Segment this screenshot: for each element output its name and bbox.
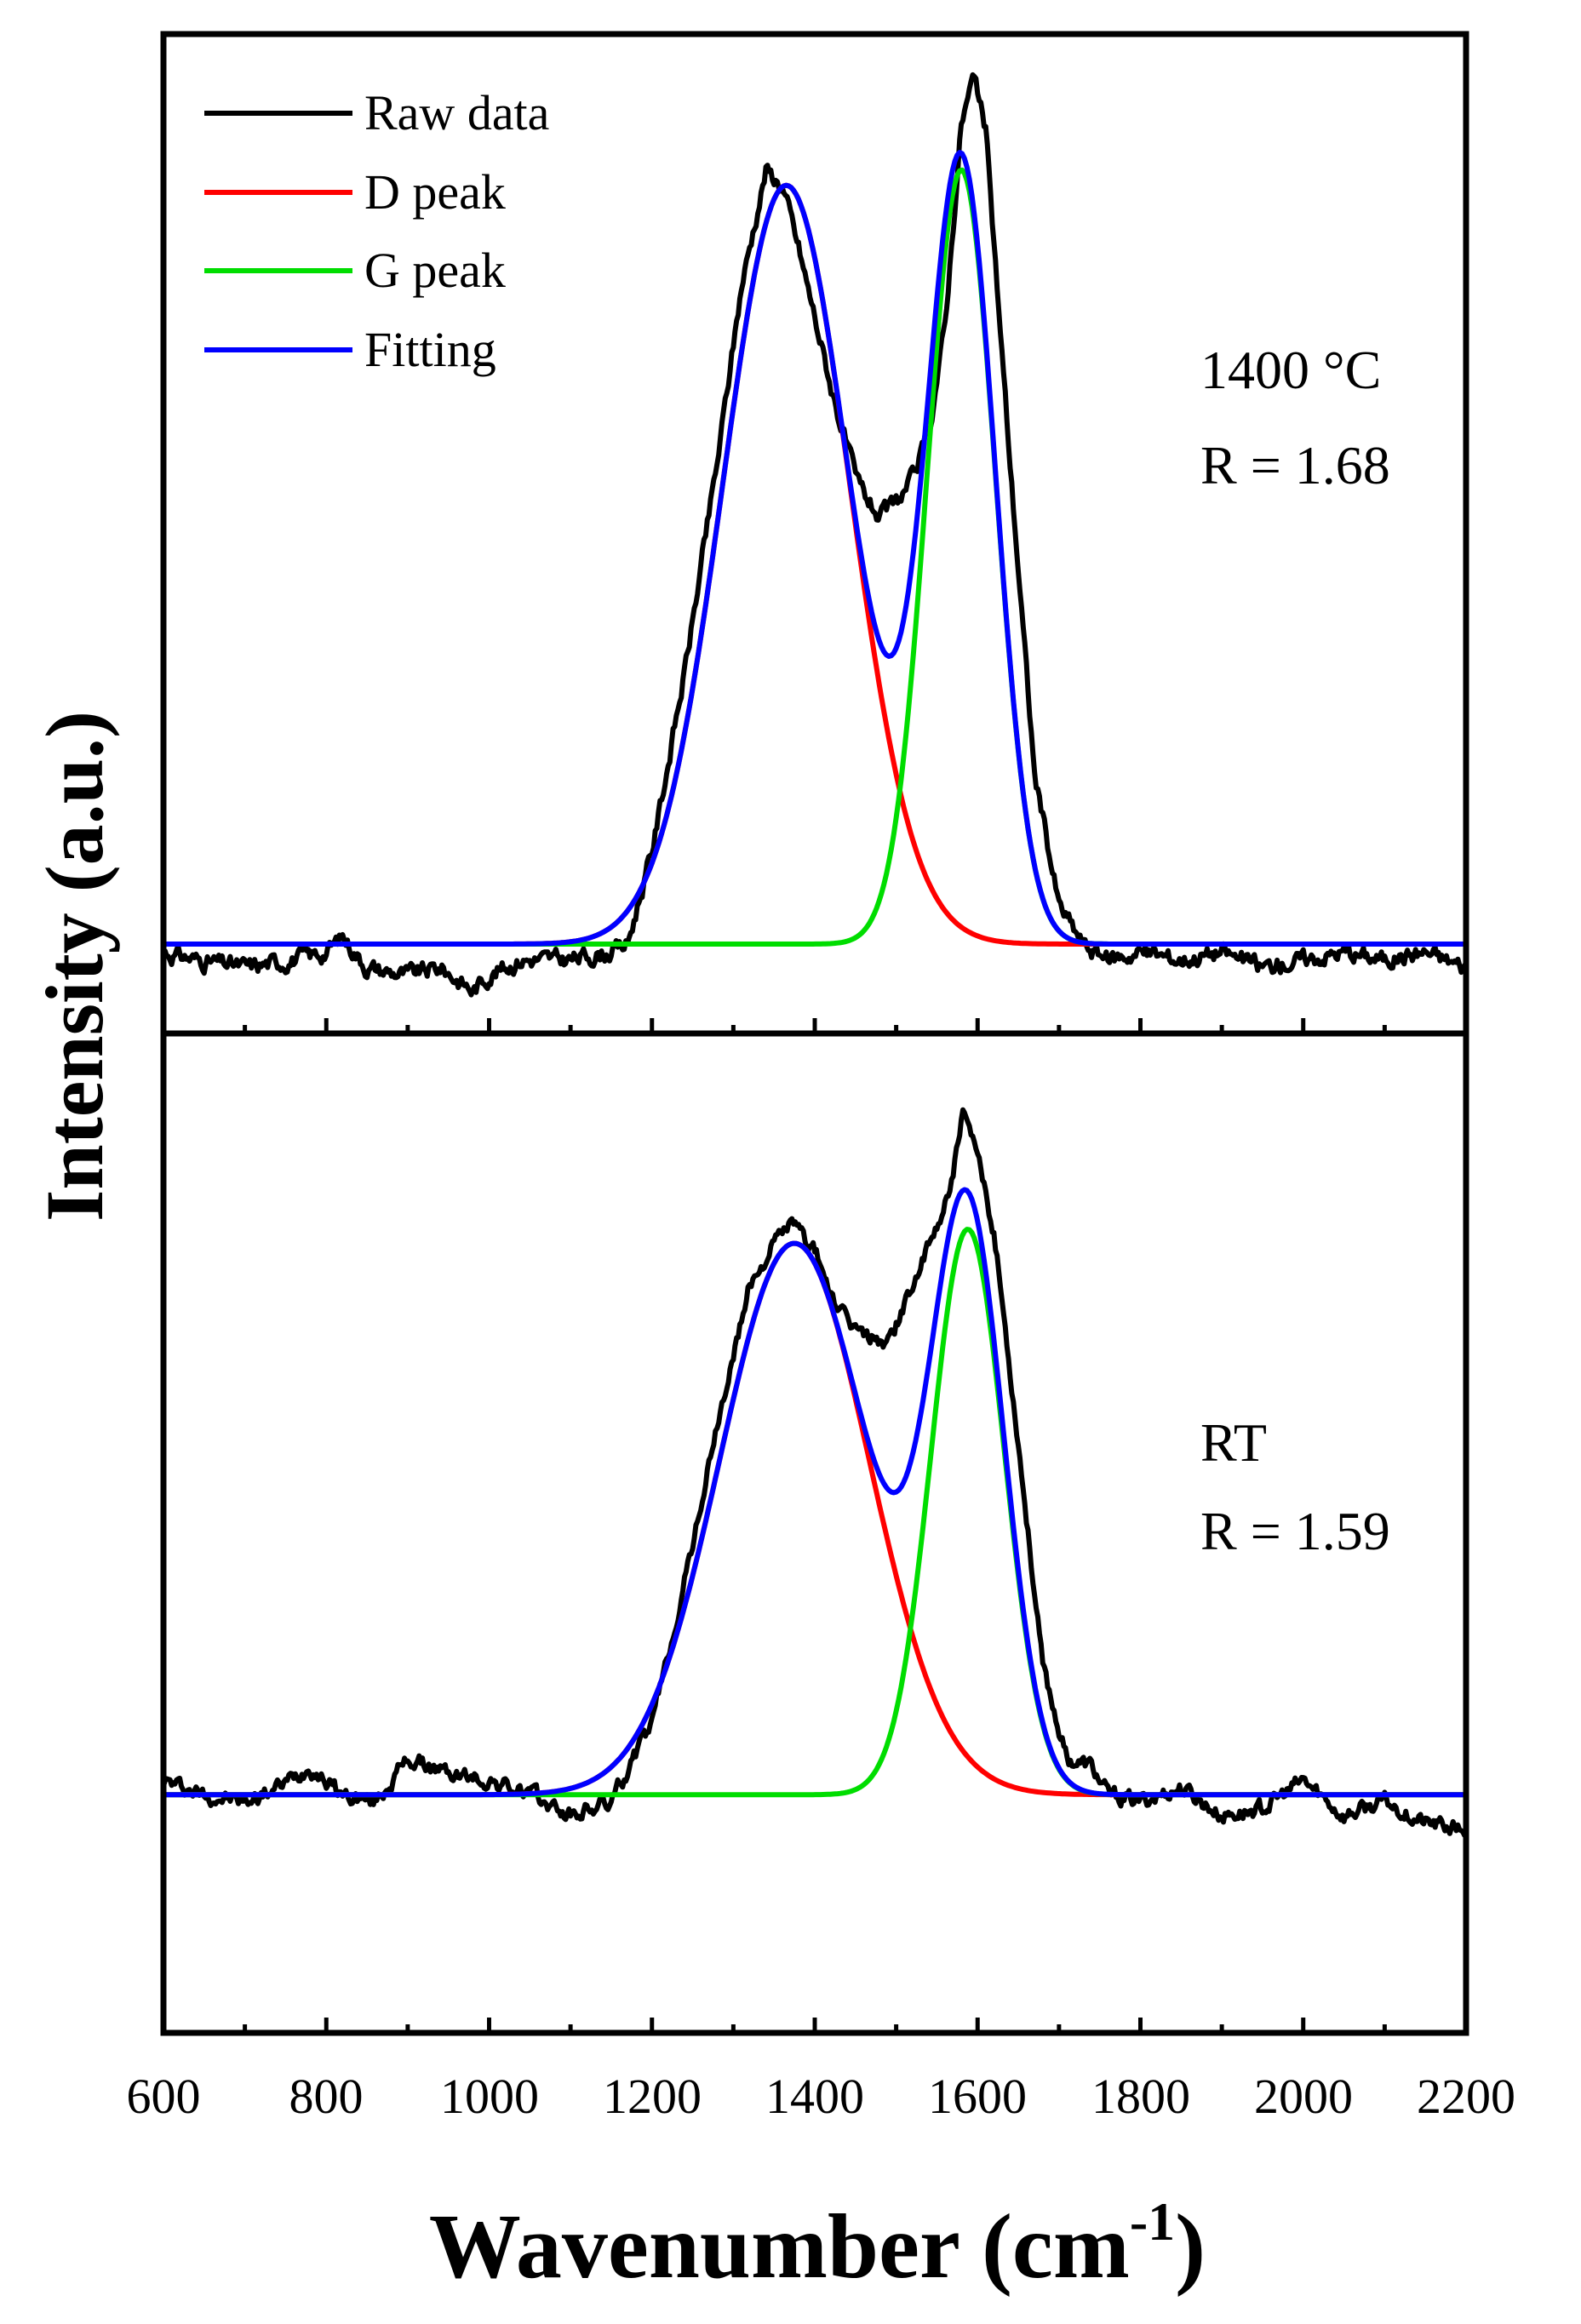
x-tick-label: 1200	[603, 2069, 702, 2124]
legend-g-label: G peak	[364, 243, 506, 298]
x-tick-label: 600	[127, 2069, 201, 2124]
x-tick-label: 1800	[1091, 2069, 1190, 2124]
top-annotation-temp: 1400 °C	[1200, 340, 1381, 400]
legend: Raw data D peak G peak Fitting	[204, 85, 549, 377]
legend-raw-label: Raw data	[364, 85, 549, 140]
panel-top	[161, 72, 1468, 998]
fitting-line	[163, 1187, 1466, 1798]
y-axis-title: Intensity (a.u.)	[29, 711, 120, 1222]
x-tick-labels: 600 800 1000 1200 1400 1600 1800 2000 22…	[127, 2069, 1516, 2124]
panel-bottom	[161, 1107, 1469, 1838]
x-tick-label: 1000	[440, 2069, 539, 2124]
bottom-annotation-temp: RT	[1200, 1412, 1267, 1473]
x-tick-label: 2000	[1254, 2069, 1353, 2124]
x-axis-ticks	[243, 1018, 1387, 2033]
fitting-line	[163, 150, 1466, 947]
top-annotation-ratio: R = 1.68	[1200, 435, 1390, 495]
x-tick-label: 1600	[928, 2069, 1027, 2124]
x-axis-title: Wavenumber (cm-1)	[429, 2191, 1206, 2298]
legend-fit-label: Fitting	[364, 322, 496, 377]
x-tick-label: 2200	[1417, 2069, 1515, 2124]
raw-data-line	[161, 72, 1468, 998]
legend-d-label: D peak	[364, 164, 506, 220]
bottom-annotation-ratio: R = 1.59	[1200, 1501, 1390, 1561]
x-tick-label: 800	[289, 2069, 364, 2124]
x-tick-label: 1400	[765, 2069, 864, 2124]
